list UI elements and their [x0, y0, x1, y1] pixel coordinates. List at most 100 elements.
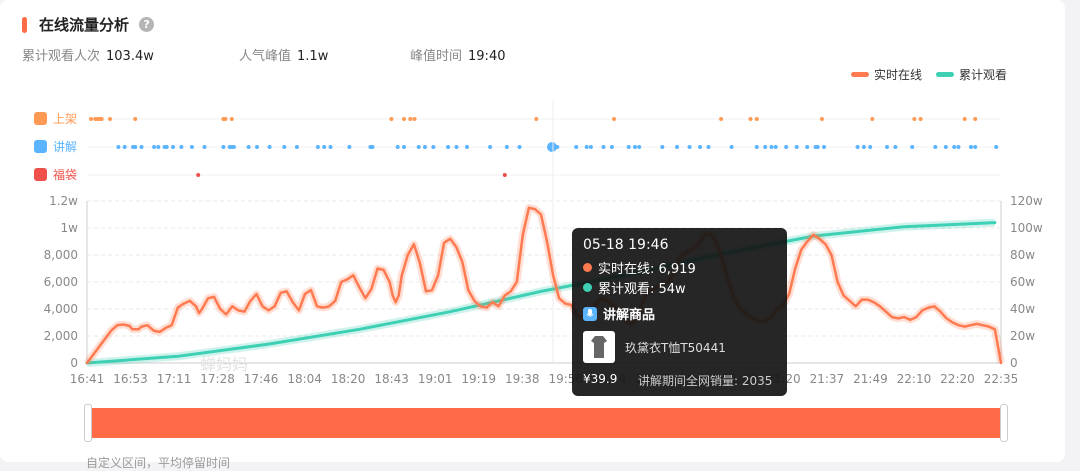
title-accent-bar: [22, 16, 27, 33]
event-dot: [870, 117, 875, 121]
watermark-text: 蝉妈妈: [200, 355, 248, 374]
traffic-chart[interactable]: 0 0 2,000 20w 4,000 40w 6,000 60w 8,000 80w 1w 100w…: [0, 0, 1065, 462]
event-dot: [706, 145, 711, 149]
product-name: 玖黛衣T恤T50441: [625, 340, 726, 355]
stat-label: 累计观看人次: [22, 49, 101, 64]
event-dot: [423, 145, 427, 149]
event-dot: [139, 145, 144, 149]
event-dot: [267, 145, 272, 149]
tooltip-online-row: 实时在线: 6,919: [583, 258, 696, 277]
event-dot: [819, 117, 824, 121]
event-dot: [574, 145, 579, 149]
legend-label: 实时在线: [873, 68, 922, 82]
views-dot: [583, 283, 592, 292]
event-dot: [488, 145, 493, 149]
slider-handle-left[interactable]: [84, 404, 92, 442]
event-dot-active: [547, 142, 557, 152]
y-right-tick-label: 120w: [1010, 194, 1043, 208]
tooltip-product: 玖黛衣T恤T50441: [583, 331, 726, 363]
tooltip-time: 05-18 19:46: [583, 237, 669, 253]
event-dot: [133, 117, 138, 121]
event-dot: [973, 145, 978, 149]
event-dot: [943, 145, 948, 149]
event-dot: [454, 145, 459, 149]
time-range-slider[interactable]: [88, 408, 1004, 438]
event-dot: [754, 117, 759, 121]
footer-text: 自定义区间，平均停留时间: [86, 456, 231, 470]
event-dot: [294, 145, 299, 149]
event-dot: [255, 145, 259, 149]
x-tick-label: 19:19: [461, 372, 496, 386]
title-row: 在线流量分析 ?: [22, 14, 155, 35]
legend-item-online[interactable]: 实时在线: [850, 66, 922, 83]
event-dot: [171, 145, 175, 149]
legend-swatch: [935, 72, 954, 77]
x-tick-label: 19:01: [418, 372, 453, 386]
event-dot: [956, 145, 961, 149]
page-title: 在线流量分析: [39, 16, 130, 34]
y-right-tick-label: 0: [1010, 356, 1018, 370]
event-dot: [612, 117, 616, 121]
event-dot: [202, 145, 207, 149]
x-tick-label: 22:35: [984, 372, 1019, 386]
event-row-label: 讲解: [53, 139, 77, 154]
series-line: [85, 221, 997, 365]
tooltip-section-title: 讲解商品: [603, 308, 656, 323]
event-dot: [805, 145, 810, 149]
question-circle-icon[interactable]: ?: [139, 17, 155, 32]
event-dot: [416, 145, 421, 149]
stat-value: 19:40: [468, 49, 506, 64]
x-tick-label: 21:37: [810, 372, 845, 386]
event-dot: [402, 145, 406, 149]
y-right-tick-label: 80w: [1010, 248, 1035, 262]
x-tick-label: 16:53: [113, 372, 148, 386]
y-left-tick-label: 6,000: [44, 275, 78, 289]
x-tick-label: 17:28: [200, 372, 235, 386]
event-dot: [315, 145, 320, 149]
event-dot: [962, 117, 967, 121]
event-dot: [763, 145, 768, 149]
event-dot: [822, 145, 826, 149]
chart-tooltip: 05-18 19:46 实时在线: 6,919 累计观看: 54w 讲解商品 玖…: [572, 228, 787, 396]
event-dot: [164, 145, 169, 149]
tooltip-price: ¥39.9: [583, 372, 618, 386]
event-dot: [687, 145, 692, 149]
event-dot: [609, 145, 614, 149]
event-dot: [99, 117, 104, 121]
event-dot: [637, 145, 642, 149]
y-left-tick-label: 0: [70, 356, 78, 370]
event-dot: [446, 145, 451, 149]
event-dot: [969, 145, 973, 149]
event-dot: [412, 117, 417, 121]
stat-peak-time: 峰值时间 19:40: [410, 45, 505, 64]
x-tick-label: 21:49: [853, 372, 888, 386]
event-dot: [196, 173, 201, 177]
event-dot: [994, 145, 999, 149]
series-line: [85, 206, 1003, 365]
event-dot: [122, 145, 127, 149]
event-dot: [156, 145, 161, 149]
event-dot: [973, 117, 978, 121]
event-dot: [229, 117, 234, 121]
event-dot: [754, 145, 759, 149]
event-dot: [855, 145, 860, 149]
event-dot: [601, 145, 606, 149]
legend-item-views[interactable]: 累计观看: [935, 66, 1007, 83]
event-dot: [698, 145, 703, 149]
event-dot: [918, 117, 923, 121]
event-dot: [322, 145, 327, 149]
slider-handle-right[interactable]: [1000, 404, 1008, 442]
event-dot: [588, 145, 593, 149]
tooltip-sales: 讲解期间全网销量: 2035: [638, 374, 773, 388]
y-left-tick-label: 8,000: [44, 248, 78, 262]
event-dot: [868, 145, 873, 149]
event-dot: [794, 145, 799, 149]
stat-label: 人气峰值: [239, 49, 292, 64]
stat-value: 103.4w: [106, 49, 154, 64]
event-dot: [347, 145, 352, 149]
y-left-tick-label: 1.2w: [49, 194, 78, 208]
event-dot: [152, 145, 157, 149]
event-dot: [395, 145, 400, 149]
event-dot: [116, 145, 121, 149]
